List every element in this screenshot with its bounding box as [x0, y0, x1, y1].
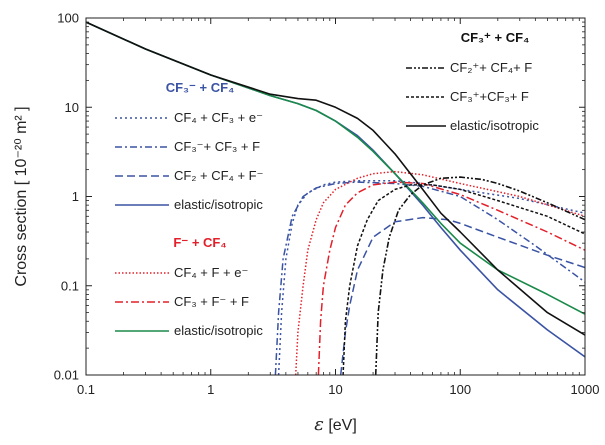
- legend-group-1: F⁻ + CF₄ CF₄ + F + e⁻ CF₃ + F⁻ + F elastic/…: [115, 235, 263, 338]
- y-tick-label: 10: [65, 100, 79, 115]
- x-tick-label: 100: [449, 382, 471, 397]
- legend-label: CF₂ + CF₄ + F⁻: [174, 168, 263, 183]
- y-tick-label: 0.01: [54, 368, 79, 383]
- series-line-7-cf-cf-elastic-isotropic: [86, 21, 585, 336]
- legend-label: CF₄ + F + e⁻: [174, 265, 248, 280]
- legend-label: elastic/isotropic: [174, 323, 263, 338]
- legend-title: CF₃⁻ + CF₄: [166, 80, 235, 95]
- x-tick-label: 1000: [571, 382, 600, 397]
- legend-label: CF₃⁻+ CF₃ + F: [174, 139, 260, 154]
- y-tick-label: 100: [57, 11, 79, 26]
- legend-label: CF₃⁺+CF₃+ F: [450, 89, 529, 104]
- legend-label: elastic/isotropic: [174, 197, 263, 212]
- x-axis-title: ε [eV]: [314, 414, 357, 435]
- legend-title: CF₃⁺ + CF₄: [461, 30, 530, 45]
- legend-label: CF₄ + CF₃ + e⁻: [174, 110, 263, 125]
- series-line-2-cf-cf-cf-cf-f: [274, 181, 585, 375]
- y-tick-label: 0.1: [61, 278, 79, 293]
- series-line-9-cf-cf-cf-cf-f: [342, 184, 585, 375]
- series-layer: [86, 21, 585, 375]
- series-line-8-cf-cf-cf-cf-f: [374, 176, 585, 375]
- legend-title: F⁻ + CF₄: [173, 235, 226, 250]
- x-tick-label: 0.1: [77, 382, 95, 397]
- legend-layer: CF₃⁻ + CF₄ CF₄ + CF₃ + e⁻ CF₃⁻+ CF₃ + F CF₂…: [115, 30, 539, 338]
- y-tick-label: 1: [72, 189, 79, 204]
- x-tick-label: 10: [328, 382, 342, 397]
- series-line-3-cf-cf-cf-cf-f-: [339, 216, 585, 375]
- legend-label: CF₃ + F⁻ + F: [174, 294, 249, 309]
- series-line-6-f-cf-cf-f-f: [317, 181, 585, 375]
- legend-label: elastic/isotropic: [450, 118, 539, 133]
- legend-label: CF₂⁺+ CF₄+ F: [450, 60, 532, 75]
- series-line-5-f-cf-cf-f-e-: [294, 170, 585, 375]
- x-tick-label: 1: [207, 382, 214, 397]
- legend-group-0: CF₃⁻ + CF₄ CF₄ + CF₃ + e⁻ CF₃⁻+ CF₃ + F CF₂…: [115, 80, 263, 212]
- y-axis-title: Cross section [ 10⁻²⁰ m² ]: [13, 106, 30, 286]
- legend-group-2: CF₃⁺ + CF₄ CF₂⁺+ CF₄+ F CF₃⁺+CF₃+ F elastic…: [406, 30, 539, 133]
